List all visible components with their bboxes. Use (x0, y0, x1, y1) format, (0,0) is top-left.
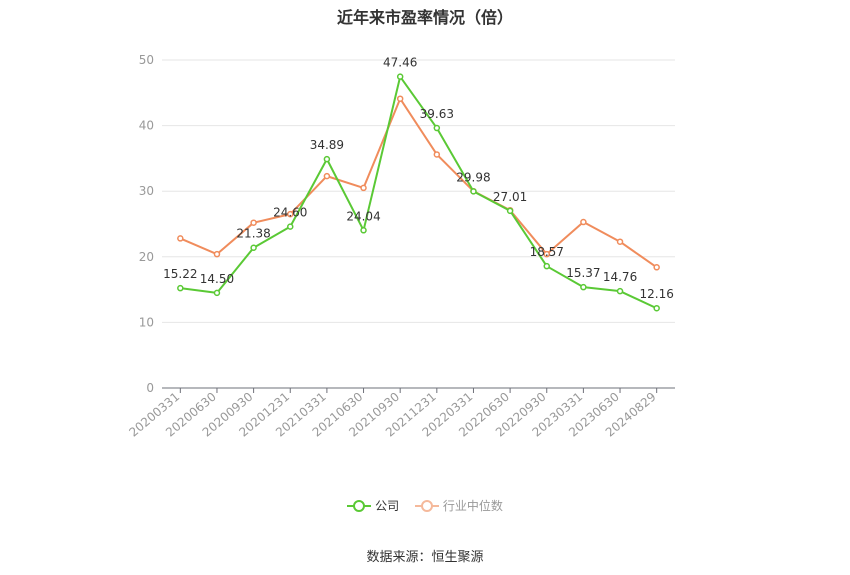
point-company (470, 188, 477, 195)
data-label-company: 21.38 (236, 227, 270, 241)
data-source: 数据来源：恒生聚源 (366, 550, 484, 565)
data-label-company: 12.16 (639, 287, 673, 301)
data-label-company: 24.04 (346, 209, 380, 223)
y-tick-label: 50 (139, 53, 154, 67)
legend-item-company[interactable]: 公司 (347, 497, 399, 514)
data-label-company: 39.63 (420, 107, 454, 121)
point-industry-median (177, 235, 184, 242)
point-company (653, 304, 660, 312)
data-label-company: 15.37 (566, 266, 600, 280)
point-company (250, 244, 257, 251)
point-industry-median (323, 172, 331, 180)
point-company (616, 287, 624, 295)
point-company (506, 207, 514, 215)
point-industry-median (360, 184, 367, 192)
point-company (360, 227, 367, 234)
legend-swatch-company (347, 499, 372, 513)
data-label-company: 29.98 (456, 170, 490, 184)
legend-label-company: 公司 (375, 499, 400, 513)
series-lines (177, 73, 660, 312)
point-company (213, 289, 221, 297)
legend-item-industry-median[interactable]: 行业中位数 (414, 497, 503, 514)
point-industry-median (616, 238, 624, 245)
data-label-company: 15.22 (163, 267, 197, 281)
y-tick-label: 10 (139, 315, 154, 329)
axes: 0102030405020200331202006302020093020201… (126, 53, 675, 440)
series-line-industry-median (179, 97, 658, 269)
data-label-company: 14.50 (200, 272, 234, 286)
point-company (433, 124, 441, 132)
point-company (543, 262, 550, 270)
data-label-company: 24.60 (273, 206, 307, 220)
point-industry-median (580, 218, 587, 226)
point-industry-median (250, 219, 257, 226)
data-label-company: 27.01 (493, 190, 527, 204)
chart-title: 近年来市盈率情况（倍） (336, 8, 513, 27)
y-tick-label: 40 (139, 119, 154, 133)
point-company (580, 283, 587, 291)
y-tick-label: 0 (146, 381, 154, 395)
data-label-company: 18.57 (530, 245, 564, 259)
point-industry-median (287, 210, 294, 218)
point-company (396, 73, 404, 80)
grid-lines (162, 59, 675, 323)
series-line-company (180, 75, 658, 310)
point-company (287, 223, 294, 230)
legend-swatch-industry-median (414, 499, 439, 513)
legend-label-industry-median: 行业中位数 (442, 499, 503, 513)
point-industry-median (396, 95, 404, 102)
y-tick-label: 20 (139, 250, 154, 264)
data-label-company: 14.76 (603, 270, 637, 284)
data-label-company: 34.89 (310, 138, 344, 152)
point-industry-median (653, 264, 660, 271)
point-company (177, 284, 184, 292)
data-label-company: 47.46 (383, 56, 417, 70)
legend: 公司 行业中位数 (0, 497, 850, 516)
point-industry-median (433, 151, 441, 158)
y-tick-label: 30 (139, 184, 154, 198)
point-company (323, 155, 331, 163)
point-industry-median (213, 250, 221, 258)
point-industry-median (543, 250, 550, 258)
